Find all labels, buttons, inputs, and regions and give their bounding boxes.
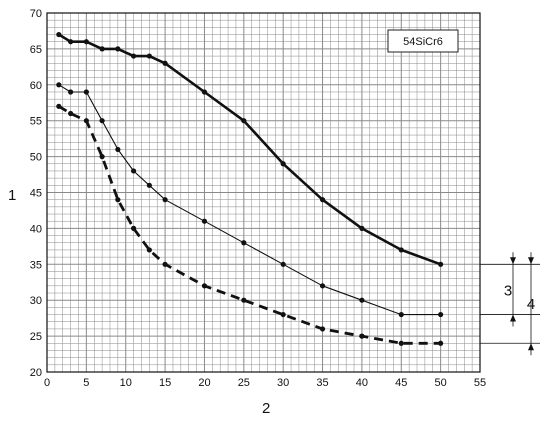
data-point (146, 247, 152, 253)
y-axis-label: 1 (8, 187, 16, 204)
dimension-4-label: 4 (527, 296, 535, 313)
y-tick-label: 60 (30, 80, 42, 92)
data-point (115, 46, 121, 52)
data-point (162, 261, 168, 267)
data-point (146, 53, 152, 59)
data-point (241, 240, 247, 246)
data-point (438, 340, 444, 346)
x-tick-label: 55 (474, 377, 486, 389)
y-tick-label: 25 (30, 331, 42, 343)
data-point (201, 283, 208, 289)
dimension-3-arrow-head-bottom (510, 314, 516, 322)
data-point (398, 340, 404, 346)
legend-box: 54SiCr6 (387, 29, 459, 53)
data-point (438, 311, 444, 318)
data-point (241, 297, 247, 303)
y-tick-label: 65 (30, 44, 42, 56)
x-tick-label: 30 (277, 377, 289, 389)
data-point (359, 333, 365, 339)
data-point (56, 31, 62, 38)
x-tick-label: 10 (120, 377, 132, 389)
y-tick-label: 45 (30, 188, 42, 200)
x-tick-label: 40 (356, 377, 368, 389)
data-point (131, 168, 137, 174)
dimension-4-arrow-head-top (528, 257, 534, 265)
legend-label: 54SiCr6 (403, 36, 443, 48)
y-tick-label: 50 (30, 152, 42, 164)
tick-labels: 0 5 10 15 20 25 30 35 40 45 50 55 20 25 30 35 40 45 50 55 60… (30, 8, 486, 389)
data-point (115, 197, 121, 203)
y-tick-label: 30 (30, 295, 42, 307)
data-point (68, 110, 74, 117)
y-tick-label: 55 (30, 116, 42, 128)
data-point (99, 118, 105, 124)
data-point (83, 39, 89, 45)
data-point (398, 247, 404, 253)
data-point (56, 82, 62, 88)
data-point (83, 118, 89, 124)
grid (46, 12, 481, 373)
data-point (438, 261, 444, 267)
data-point (115, 146, 121, 153)
data-point (398, 311, 404, 318)
y-tick-label: 70 (30, 8, 42, 20)
data-point (280, 261, 286, 267)
data-point (83, 89, 89, 95)
data-point (99, 154, 105, 160)
y-tick-label: 40 (30, 223, 42, 235)
data-point (319, 283, 326, 289)
data-point (162, 60, 168, 66)
dimension-3-label: 3 (504, 282, 512, 299)
x-tick-label: 5 (83, 377, 89, 389)
x-tick-label: 35 (316, 377, 328, 389)
data-point (319, 326, 326, 332)
data-point (201, 218, 208, 224)
data-point (131, 225, 137, 231)
data-point (146, 182, 152, 188)
data-point (319, 197, 326, 203)
data-point (162, 197, 168, 203)
x-tick-label: 0 (44, 377, 50, 389)
data-point (99, 46, 105, 52)
data-point (280, 311, 286, 318)
data-point (68, 39, 74, 45)
annotations: 34 (480, 252, 540, 356)
y-tick-label: 35 (30, 259, 42, 271)
data-point (68, 89, 74, 95)
data-point (201, 89, 208, 95)
x-tick-label: 50 (435, 377, 447, 389)
x-tick-label: 15 (159, 377, 171, 389)
x-tick-label: 45 (395, 377, 407, 389)
data-point (131, 53, 137, 59)
data-point (359, 297, 365, 303)
data-point (56, 103, 62, 109)
data-point (241, 118, 247, 124)
x-tick-label: 25 (238, 377, 250, 389)
y-tick-label: 20 (30, 367, 42, 379)
dimension-4-arrow-head-bottom (528, 343, 534, 351)
x-axis-label: 2 (262, 400, 270, 417)
dimension-3-arrow-head-top (510, 257, 516, 265)
data-point (359, 225, 365, 231)
x-tick-label: 20 (198, 377, 210, 389)
plot-border (46, 12, 481, 373)
series-lines (56, 31, 444, 346)
data-point (280, 161, 286, 167)
plot-frame (46, 12, 481, 373)
